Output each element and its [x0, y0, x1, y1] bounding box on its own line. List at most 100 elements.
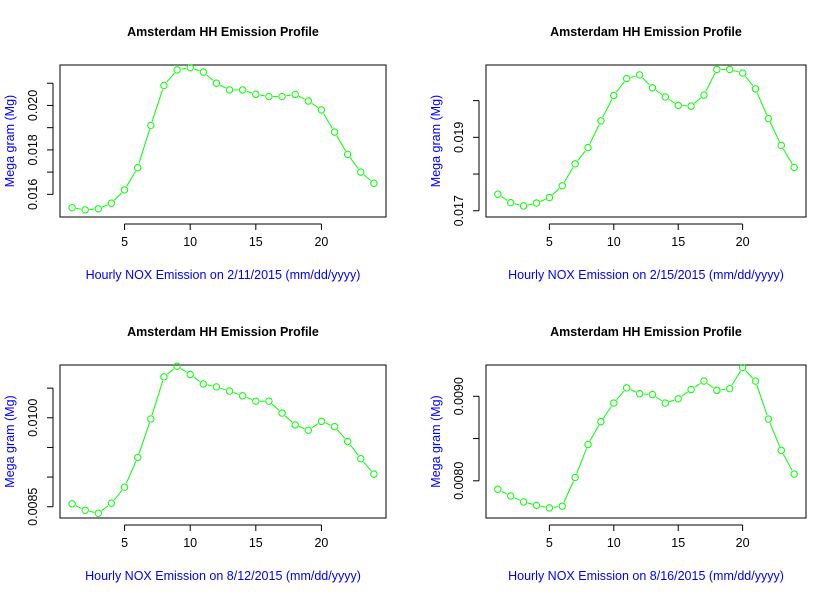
data-point — [330, 422, 339, 431]
series-segment — [125, 461, 137, 484]
series-segment — [705, 72, 716, 92]
data-point — [107, 199, 116, 207]
data-point — [738, 363, 747, 372]
data-point — [212, 79, 221, 87]
data-point — [726, 65, 734, 74]
data-point — [252, 90, 260, 99]
series-segment — [553, 506, 559, 508]
data-point — [571, 473, 579, 482]
x-tick-label: 5 — [546, 235, 553, 249]
chart-title: Amsterdam HH Emission Profile — [127, 325, 319, 339]
data-point — [238, 86, 247, 94]
data-point — [291, 421, 299, 429]
data-point — [225, 86, 234, 94]
series-segment — [527, 502, 533, 505]
series-segment — [233, 392, 239, 395]
series-segment — [101, 505, 109, 512]
series-segment — [113, 490, 123, 501]
data-point — [597, 117, 605, 125]
data-point — [265, 397, 273, 405]
series-segment — [75, 505, 82, 509]
data-point — [238, 392, 247, 400]
y-tick-label: 0.016 — [26, 179, 40, 210]
series-segment — [668, 98, 675, 104]
series-segment — [349, 444, 359, 456]
x-tick-label: 15 — [249, 536, 263, 550]
data-point — [186, 63, 194, 72]
y-tick-label: 0.0085 — [26, 488, 40, 526]
data-point — [199, 380, 208, 388]
data-point — [291, 90, 299, 99]
series-segment — [681, 391, 688, 397]
data-point — [81, 206, 89, 214]
data-point — [317, 417, 326, 426]
series-segment — [180, 368, 187, 373]
series-segment — [602, 406, 612, 419]
series-segment — [630, 75, 636, 78]
data-point — [120, 186, 129, 194]
series-segment — [219, 84, 227, 89]
data-point — [94, 205, 103, 213]
series-segment — [694, 382, 701, 388]
series-segment — [589, 124, 600, 145]
x-tick-label: 20 — [314, 536, 328, 550]
series-segment — [349, 157, 359, 170]
series-segment — [181, 67, 187, 70]
series-segment — [527, 203, 533, 206]
series-segment — [298, 426, 305, 430]
data-point — [357, 168, 365, 176]
x-tick-label: 15 — [671, 536, 685, 550]
data-point — [790, 163, 798, 172]
series-segment — [642, 77, 650, 86]
plot-frame — [485, 364, 807, 519]
series-segment — [769, 122, 780, 142]
data-point — [278, 409, 286, 417]
series-segment — [246, 90, 252, 94]
x-tick-label: 5 — [121, 235, 128, 249]
series-segment — [151, 380, 164, 416]
data-point — [317, 106, 326, 114]
data-point — [507, 492, 515, 500]
data-point — [252, 397, 260, 405]
data-point — [532, 501, 541, 510]
chart-panel-4: Amsterdam HH Emission Profile 5 10 15 20 0.00… — [429, 325, 807, 583]
y-axis-title: Mega gram (Mg) — [3, 395, 17, 487]
series-segment — [194, 68, 200, 72]
series-segment — [298, 95, 305, 100]
x-tick-label: 15 — [249, 235, 263, 249]
data-point — [751, 85, 760, 93]
data-point — [713, 386, 721, 395]
data-point — [790, 470, 798, 478]
data-point — [357, 454, 365, 463]
data-point — [519, 202, 528, 210]
data-point — [622, 384, 631, 392]
data-point — [558, 182, 566, 190]
series-segment — [720, 388, 726, 391]
data-point — [648, 84, 657, 92]
data-point — [186, 370, 194, 379]
y-tick-label: 0.018 — [26, 134, 40, 165]
data-point — [199, 68, 208, 76]
data-point — [532, 199, 541, 207]
x-axis-title: Hourly NOX Emission on 2/15/2015 (mm/dd/… — [508, 268, 784, 282]
series-segment — [271, 403, 280, 411]
data-point — [764, 114, 773, 123]
series-segment — [114, 192, 122, 201]
data-point — [68, 500, 76, 508]
plot-frame — [59, 364, 387, 519]
data-point — [330, 128, 339, 136]
x-tick-label: 15 — [671, 235, 685, 249]
data-point — [726, 384, 734, 393]
data-point — [343, 437, 352, 446]
series-segment — [501, 490, 508, 495]
data-point — [777, 141, 785, 150]
x-tick-label: 20 — [736, 536, 750, 550]
data-point — [597, 417, 605, 426]
series-segment — [577, 150, 586, 161]
y-axis-title: Mega gram (Mg) — [429, 395, 443, 487]
data-point — [265, 92, 273, 101]
data-point — [343, 150, 352, 159]
data-point — [225, 387, 234, 395]
data-point — [278, 92, 286, 101]
series-segment — [602, 98, 613, 118]
